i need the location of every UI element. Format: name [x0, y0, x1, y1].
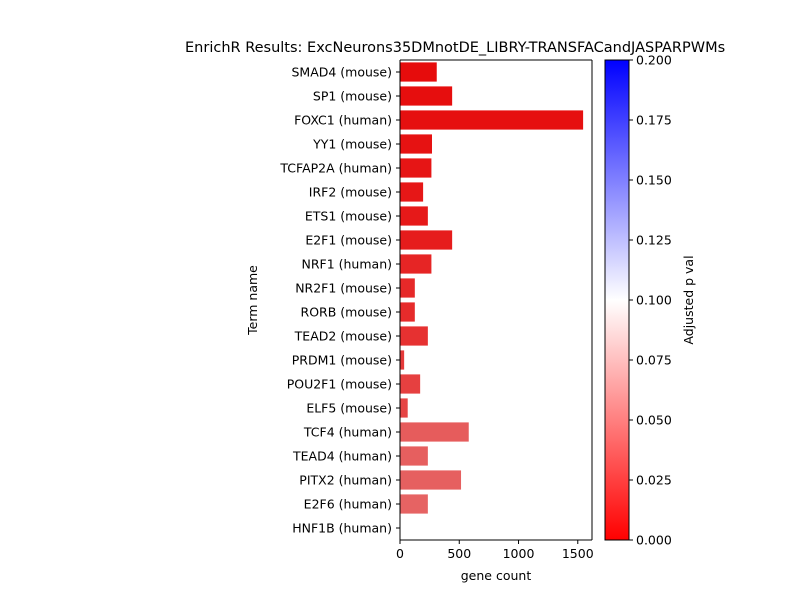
y-tick-label: TCFAP2A (human): [279, 161, 392, 176]
y-tick-label: ELF5 (mouse): [306, 401, 392, 416]
bars-group: [400, 62, 584, 538]
bar: [400, 374, 421, 394]
bar: [400, 446, 428, 466]
x-tick-label: 1500: [562, 546, 594, 561]
y-tick-label: NRF1 (human): [301, 257, 392, 272]
x-tick-label: 1000: [503, 546, 535, 561]
bar: [400, 158, 432, 178]
y-tick-label: TCF4 (human): [303, 425, 392, 440]
bar: [400, 350, 405, 370]
bar: [400, 398, 408, 418]
x-tick-label: 0: [396, 546, 404, 561]
x-axis-label: gene count: [461, 568, 532, 583]
bar: [400, 494, 428, 514]
y-axis-label: Term name: [245, 265, 260, 336]
bar: [400, 230, 453, 250]
colorbar-tick-label: 0.000: [636, 533, 672, 548]
bar: [400, 254, 432, 274]
bar: [400, 206, 428, 226]
y-tick-label: TEAD4 (human): [292, 449, 392, 464]
colorbar: [604, 59, 630, 541]
bar: [400, 302, 415, 322]
y-tick-label: IRF2 (mouse): [309, 185, 392, 200]
y-tick-label: PITX2 (human): [299, 473, 392, 488]
y-tick-label: TEAD2 (mouse): [294, 329, 392, 344]
colorbar-tick-label: 0.025: [636, 473, 672, 488]
y-tick-label: FOXC1 (human): [294, 113, 392, 128]
bar: [400, 326, 428, 346]
bar: [400, 110, 584, 130]
bar: [400, 86, 453, 106]
y-tick-label: ETS1 (mouse): [305, 209, 392, 224]
y-tick-label: SMAD4 (mouse): [291, 65, 392, 80]
bar: [400, 422, 469, 442]
x-axis-ticks: 0 500 1000 1500: [396, 540, 594, 561]
colorbar-tick-label: 0.050: [636, 413, 672, 428]
bar: [400, 62, 437, 82]
colorbar-tick-label: 0.125: [636, 233, 672, 248]
y-tick-label: YY1 (mouse): [312, 137, 392, 152]
y-tick-label: SP1 (mouse): [313, 89, 392, 104]
bar: [400, 470, 462, 490]
y-tick-label: E2F1 (mouse): [305, 233, 392, 248]
bar: [400, 182, 424, 202]
y-axis-ticks: SMAD4 (mouse) SP1 (mouse) FOXC1 (human) YY1…: [279, 65, 400, 536]
colorbar-tick-label: 0.150: [636, 173, 672, 188]
colorbar-tick-label: 0.100: [636, 293, 672, 308]
colorbar-tick-label: 0.075: [636, 353, 672, 368]
colorbar-label: Adjusted p val: [681, 255, 696, 344]
y-tick-label: E2F6 (human): [304, 497, 392, 512]
y-tick-label: POU2F1 (mouse): [287, 377, 392, 392]
y-tick-label: HNF1B (human): [292, 521, 392, 536]
chart-title: EnrichR Results: ExcNeurons35DMnotDE_LIB…: [185, 40, 725, 56]
colorbar-tick-label: 0.175: [636, 113, 672, 128]
bar: [400, 278, 415, 298]
colorbar-ticks: 0.000 0.025 0.050 0.075 0.100 0.125 0.150 0.175…: [629, 53, 672, 548]
y-tick-label: RORB (mouse): [301, 305, 392, 320]
y-tick-label: PRDM1 (mouse): [292, 353, 392, 368]
x-tick-label: 500: [447, 546, 471, 561]
y-tick-label: NR2F1 (mouse): [295, 281, 392, 296]
bar: [400, 134, 432, 154]
colorbar-tick-label: 0.200: [636, 53, 672, 68]
